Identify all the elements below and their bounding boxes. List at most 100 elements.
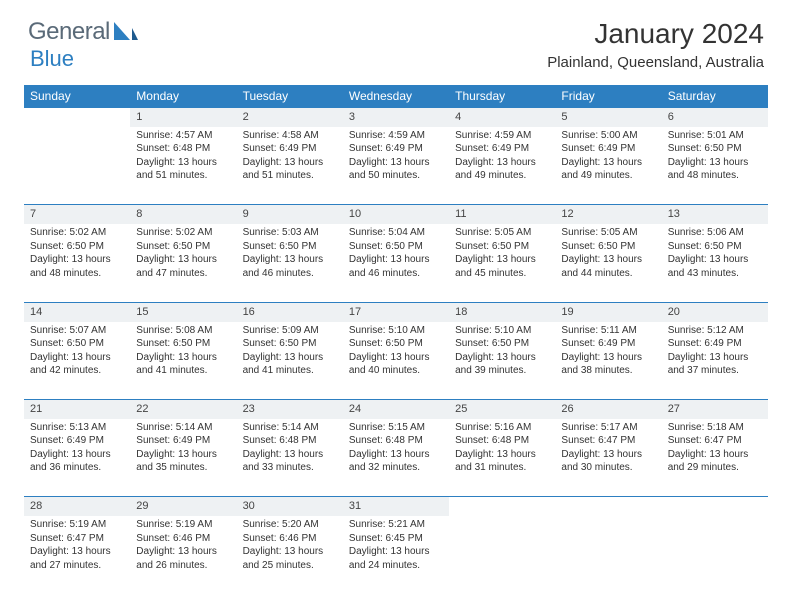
day-content-cell: Sunrise: 5:08 AMSunset: 6:50 PMDaylight:… xyxy=(130,322,236,400)
daylight-line: Daylight: 13 hours and 51 minutes. xyxy=(243,156,337,183)
sunset-line: Sunset: 6:48 PM xyxy=(455,434,549,448)
day-number-cell: 13 xyxy=(662,205,768,224)
day-content-cell: Sunrise: 5:06 AMSunset: 6:50 PMDaylight:… xyxy=(662,224,768,302)
sunrise-line: Sunrise: 5:11 AM xyxy=(561,324,655,338)
day-number-cell: 12 xyxy=(555,205,661,224)
day-content-cell: Sunrise: 5:13 AMSunset: 6:49 PMDaylight:… xyxy=(24,419,130,497)
daylight-line: Daylight: 13 hours and 25 minutes. xyxy=(243,545,337,572)
sunrise-line: Sunrise: 5:21 AM xyxy=(349,518,443,532)
daylight-line: Daylight: 13 hours and 38 minutes. xyxy=(561,351,655,378)
day-number-cell xyxy=(449,497,555,516)
day-number-cell: 25 xyxy=(449,400,555,419)
daylight-line: Daylight: 13 hours and 47 minutes. xyxy=(136,253,230,280)
day-content-row: Sunrise: 5:02 AMSunset: 6:50 PMDaylight:… xyxy=(24,224,768,302)
daylight-line: Daylight: 13 hours and 51 minutes. xyxy=(136,156,230,183)
daylight-line: Daylight: 13 hours and 46 minutes. xyxy=(243,253,337,280)
sunrise-line: Sunrise: 5:00 AM xyxy=(561,129,655,143)
day-content-cell: Sunrise: 5:04 AMSunset: 6:50 PMDaylight:… xyxy=(343,224,449,302)
sunset-line: Sunset: 6:50 PM xyxy=(668,142,762,156)
day-number-cell: 3 xyxy=(343,108,449,127)
day-number-cell: 30 xyxy=(237,497,343,516)
day-content-cell: Sunrise: 5:00 AMSunset: 6:49 PMDaylight:… xyxy=(555,127,661,205)
month-title: January 2024 xyxy=(547,18,764,50)
sunset-line: Sunset: 6:49 PM xyxy=(455,142,549,156)
day-number-row: 28293031 xyxy=(24,497,768,516)
sunrise-line: Sunrise: 5:18 AM xyxy=(668,421,762,435)
weekday-header: Monday xyxy=(130,85,236,108)
day-content-cell: Sunrise: 5:03 AMSunset: 6:50 PMDaylight:… xyxy=(237,224,343,302)
sunset-line: Sunset: 6:50 PM xyxy=(243,240,337,254)
sunrise-line: Sunrise: 5:05 AM xyxy=(561,226,655,240)
sunset-line: Sunset: 6:47 PM xyxy=(30,532,124,546)
daylight-line: Daylight: 13 hours and 33 minutes. xyxy=(243,448,337,475)
daylight-line: Daylight: 13 hours and 45 minutes. xyxy=(455,253,549,280)
daylight-line: Daylight: 13 hours and 37 minutes. xyxy=(668,351,762,378)
day-content-cell: Sunrise: 5:09 AMSunset: 6:50 PMDaylight:… xyxy=(237,322,343,400)
calendar-header-row: SundayMondayTuesdayWednesdayThursdayFrid… xyxy=(24,85,768,108)
sunrise-line: Sunrise: 5:06 AM xyxy=(668,226,762,240)
day-content-cell: Sunrise: 5:05 AMSunset: 6:50 PMDaylight:… xyxy=(449,224,555,302)
day-number-cell: 10 xyxy=(343,205,449,224)
sunset-line: Sunset: 6:46 PM xyxy=(243,532,337,546)
sunrise-line: Sunrise: 5:09 AM xyxy=(243,324,337,338)
day-number-cell: 27 xyxy=(662,400,768,419)
day-content-cell: Sunrise: 5:15 AMSunset: 6:48 PMDaylight:… xyxy=(343,419,449,497)
sunset-line: Sunset: 6:50 PM xyxy=(136,337,230,351)
daylight-line: Daylight: 13 hours and 50 minutes. xyxy=(349,156,443,183)
sunset-line: Sunset: 6:49 PM xyxy=(561,337,655,351)
sunset-line: Sunset: 6:50 PM xyxy=(30,337,124,351)
daylight-line: Daylight: 13 hours and 27 minutes. xyxy=(30,545,124,572)
weekday-header: Saturday xyxy=(662,85,768,108)
daylight-line: Daylight: 13 hours and 26 minutes. xyxy=(136,545,230,572)
day-number-cell: 2 xyxy=(237,108,343,127)
day-number-cell xyxy=(555,497,661,516)
day-number-cell: 9 xyxy=(237,205,343,224)
title-block: January 2024 Plainland, Queensland, Aust… xyxy=(547,18,764,71)
sunset-line: Sunset: 6:46 PM xyxy=(136,532,230,546)
day-content-cell xyxy=(555,516,661,594)
sunrise-line: Sunrise: 4:59 AM xyxy=(349,129,443,143)
logo: General xyxy=(28,18,138,46)
weekday-header: Wednesday xyxy=(343,85,449,108)
sunrise-line: Sunrise: 4:58 AM xyxy=(243,129,337,143)
sunrise-line: Sunrise: 5:07 AM xyxy=(30,324,124,338)
daylight-line: Daylight: 13 hours and 48 minutes. xyxy=(668,156,762,183)
day-content-row: Sunrise: 5:07 AMSunset: 6:50 PMDaylight:… xyxy=(24,322,768,400)
day-number-cell: 7 xyxy=(24,205,130,224)
weekday-header: Sunday xyxy=(24,85,130,108)
day-content-cell: Sunrise: 5:14 AMSunset: 6:49 PMDaylight:… xyxy=(130,419,236,497)
day-number-cell: 28 xyxy=(24,497,130,516)
day-number-cell: 15 xyxy=(130,302,236,321)
day-number-cell: 1 xyxy=(130,108,236,127)
sunrise-line: Sunrise: 5:14 AM xyxy=(136,421,230,435)
sunset-line: Sunset: 6:49 PM xyxy=(243,142,337,156)
day-content-cell: Sunrise: 5:02 AMSunset: 6:50 PMDaylight:… xyxy=(24,224,130,302)
day-content-cell xyxy=(449,516,555,594)
sunrise-line: Sunrise: 5:04 AM xyxy=(349,226,443,240)
day-content-row: Sunrise: 5:19 AMSunset: 6:47 PMDaylight:… xyxy=(24,516,768,594)
daylight-line: Daylight: 13 hours and 39 minutes. xyxy=(455,351,549,378)
day-content-cell: Sunrise: 5:19 AMSunset: 6:47 PMDaylight:… xyxy=(24,516,130,594)
sunset-line: Sunset: 6:50 PM xyxy=(349,337,443,351)
day-content-cell: Sunrise: 5:17 AMSunset: 6:47 PMDaylight:… xyxy=(555,419,661,497)
day-content-cell: Sunrise: 4:59 AMSunset: 6:49 PMDaylight:… xyxy=(343,127,449,205)
sunset-line: Sunset: 6:48 PM xyxy=(136,142,230,156)
sunrise-line: Sunrise: 5:01 AM xyxy=(668,129,762,143)
daylight-line: Daylight: 13 hours and 41 minutes. xyxy=(243,351,337,378)
sunset-line: Sunset: 6:50 PM xyxy=(561,240,655,254)
day-number-row: 14151617181920 xyxy=(24,302,768,321)
sunrise-line: Sunrise: 4:57 AM xyxy=(136,129,230,143)
sunrise-line: Sunrise: 5:12 AM xyxy=(668,324,762,338)
daylight-line: Daylight: 13 hours and 43 minutes. xyxy=(668,253,762,280)
header: General January 2024 Plainland, Queensla… xyxy=(0,0,792,77)
daylight-line: Daylight: 13 hours and 32 minutes. xyxy=(349,448,443,475)
sunset-line: Sunset: 6:50 PM xyxy=(30,240,124,254)
sunrise-line: Sunrise: 5:19 AM xyxy=(30,518,124,532)
day-number-cell: 4 xyxy=(449,108,555,127)
day-number-cell: 23 xyxy=(237,400,343,419)
logo-sail-icon xyxy=(112,20,138,42)
day-number-cell: 6 xyxy=(662,108,768,127)
sunset-line: Sunset: 6:50 PM xyxy=(349,240,443,254)
day-number-cell: 14 xyxy=(24,302,130,321)
day-number-cell: 5 xyxy=(555,108,661,127)
